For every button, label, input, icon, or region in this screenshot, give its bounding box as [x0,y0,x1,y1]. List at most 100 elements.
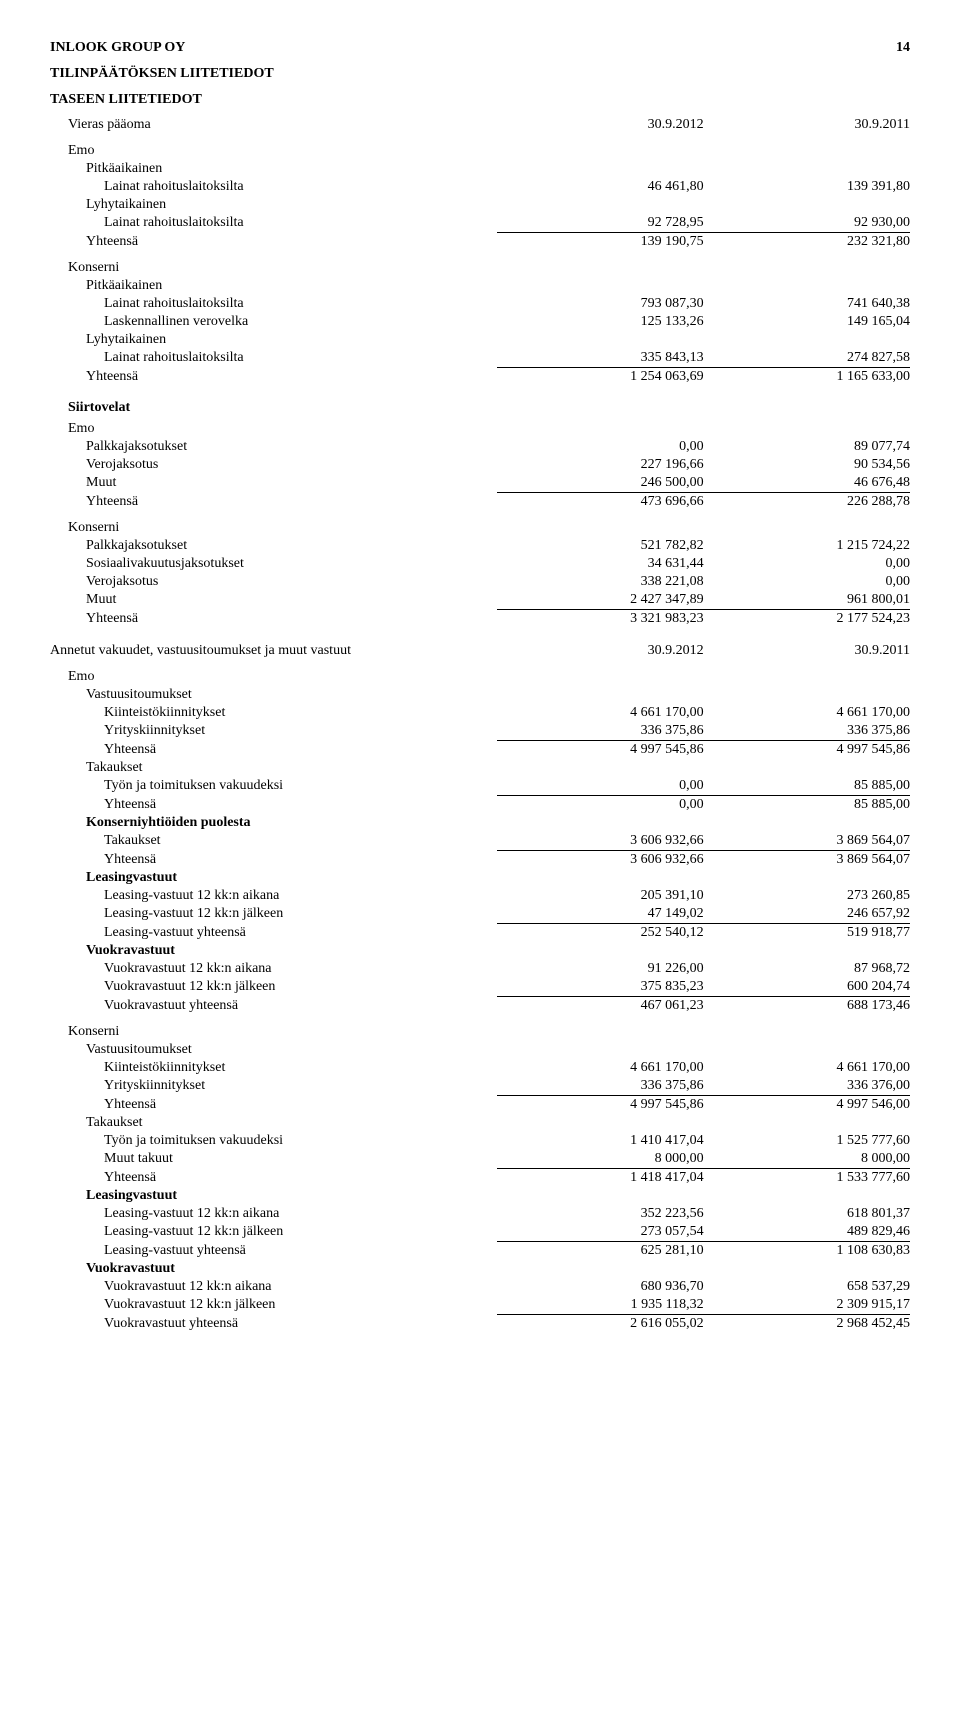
pitka-label: Pitkäaikainen [50,160,497,178]
cell: 139 391,80 [704,178,910,196]
cell: 4 997 545,86 [704,741,910,760]
cell: 1 108 630,83 [704,1242,910,1261]
cell: 2 968 452,45 [704,1315,910,1334]
yhteensa-label: Yhteensä [50,368,497,387]
yhteensa-label: Yhteensä [50,233,497,252]
yhteensa-label: Yhteensä [50,796,497,815]
cell: 618 801,37 [704,1205,910,1223]
yhteensa-label: Yhteensä [50,851,497,870]
cell: 3 606 932,66 [497,832,703,851]
cell: 1 418 417,04 [497,1169,703,1188]
cell: 8 000,00 [704,1150,910,1169]
siirtovelat-heading: Siirtovelat [50,400,910,416]
vuokra-jalkeen-label: Vuokravastuut 12 kk:n jälkeen [50,978,497,997]
muut-label: Muut [50,474,497,493]
cell: 473 696,66 [497,493,703,512]
vuokra-jalkeen-label: Vuokravastuut 12 kk:n jälkeen [50,1296,497,1315]
cell: 232 321,80 [704,233,910,252]
company-name: INLOOK GROUP OY [50,40,185,56]
yritys-label: Yrityskiinnitykset [50,722,497,741]
cell: 1 525 777,60 [704,1132,910,1150]
cell: 2 177 524,23 [704,610,910,629]
cell: 793 087,30 [497,295,703,313]
takaukset-label: Takaukset [50,759,497,777]
cell: 3 869 564,07 [704,851,910,870]
cell: 338 221,08 [497,573,703,591]
cell: 336 375,86 [497,1077,703,1096]
lainat-label: Lainat rahoituslaitoksilta [50,214,497,233]
kiinteisto-label: Kiinteistökiinnitykset [50,1059,497,1077]
vero-label: Verojaksotus [50,456,497,474]
cell: 335 843,13 [497,349,703,368]
lainat-label: Lainat rahoituslaitoksilta [50,349,497,368]
takaukset-label: Takaukset [50,1114,497,1132]
vuokra-aikana-label: Vuokravastuut 12 kk:n aikana [50,1278,497,1296]
cell: 8 000,00 [497,1150,703,1169]
cell: 4 661 170,00 [497,704,703,722]
cell: 336 375,86 [497,722,703,741]
cell: 521 782,82 [497,537,703,555]
konserniyht-label: Konserniyhtiöiden puolesta [50,814,497,832]
muut-label: Muut [50,591,497,610]
vastuusit-label: Vastuusitoumukset [50,686,497,704]
cell: 0,00 [497,796,703,815]
date-2011: 30.9.2011 [704,116,910,134]
cell: 0,00 [704,573,910,591]
cell: 336 375,86 [704,722,910,741]
vero-label: Verojaksotus [50,573,497,591]
cell: 85 885,00 [704,796,910,815]
takaukset-label: Takaukset [50,832,497,851]
annetut-table: Annetut vakuudet, vastuusitoumukset ja m… [50,642,910,1333]
cell: 85 885,00 [704,777,910,796]
title-tilinpaatoksen: TILINPÄÄTÖKSEN LIITETIEDOT [50,66,910,82]
vuokra-yht-label: Vuokravastuut yhteensä [50,997,497,1016]
cell: 46 676,48 [704,474,910,493]
cell: 519 918,77 [704,924,910,943]
cell: 4 997 546,00 [704,1096,910,1115]
yhteensa-label: Yhteensä [50,493,497,512]
laskenn-label: Laskennallinen verovelka [50,313,497,331]
cell: 1 410 417,04 [497,1132,703,1150]
vuokravastuut-label: Vuokravastuut [50,1260,497,1278]
muuttak-label: Muut takuut [50,1150,497,1169]
cell: 467 061,23 [497,997,703,1016]
vuokra-yht-label: Vuokravastuut yhteensä [50,1315,497,1334]
sosiaali-label: Sosiaalivakuutusjaksotukset [50,555,497,573]
leasing-jalkeen-label: Leasing-vastuut 12 kk:n jälkeen [50,905,497,924]
palkka-label: Palkkajaksotukset [50,537,497,555]
cell: 1 215 724,22 [704,537,910,555]
cell: 92 728,95 [497,214,703,233]
cell: 89 077,74 [704,438,910,456]
vuokra-aikana-label: Vuokravastuut 12 kk:n aikana [50,960,497,978]
leasing-jalkeen-label: Leasing-vastuut 12 kk:n jälkeen [50,1223,497,1242]
date-2011: 30.9.2011 [704,642,910,660]
cell: 658 537,29 [704,1278,910,1296]
lyhyt-label: Lyhytaikainen [50,331,497,349]
date-2012: 30.9.2012 [497,642,703,660]
cell: 741 640,38 [704,295,910,313]
vieras-paaoma-heading: Vieras pääoma [50,116,497,134]
cell: 336 376,00 [704,1077,910,1096]
emo-label: Emo [50,142,497,160]
cell: 489 829,46 [704,1223,910,1242]
emo-label: Emo [50,420,497,438]
cell: 34 631,44 [497,555,703,573]
tyon-label: Työn ja toimituksen vakuudeksi [50,1132,497,1150]
date-2012: 30.9.2012 [497,116,703,134]
cell: 625 281,10 [497,1242,703,1261]
cell: 149 165,04 [704,313,910,331]
annetut-heading: Annetut vakuudet, vastuusitoumukset ja m… [50,642,497,660]
title-taseen: TASEEN LIITETIEDOT [50,92,910,108]
vuokravastuut-label: Vuokravastuut [50,942,497,960]
cell: 246 657,92 [704,905,910,924]
leasingvastuut-label: Leasingvastuut [50,1187,497,1205]
cell: 2 427 347,89 [497,591,703,610]
cell: 47 149,02 [497,905,703,924]
cell: 375 835,23 [497,978,703,997]
cell: 91 226,00 [497,960,703,978]
yhteensa-label: Yhteensä [50,1169,497,1188]
cell: 252 540,12 [497,924,703,943]
yritys-label: Yrityskiinnitykset [50,1077,497,1096]
cell: 274 827,58 [704,349,910,368]
lyhyt-label: Lyhytaikainen [50,196,497,214]
